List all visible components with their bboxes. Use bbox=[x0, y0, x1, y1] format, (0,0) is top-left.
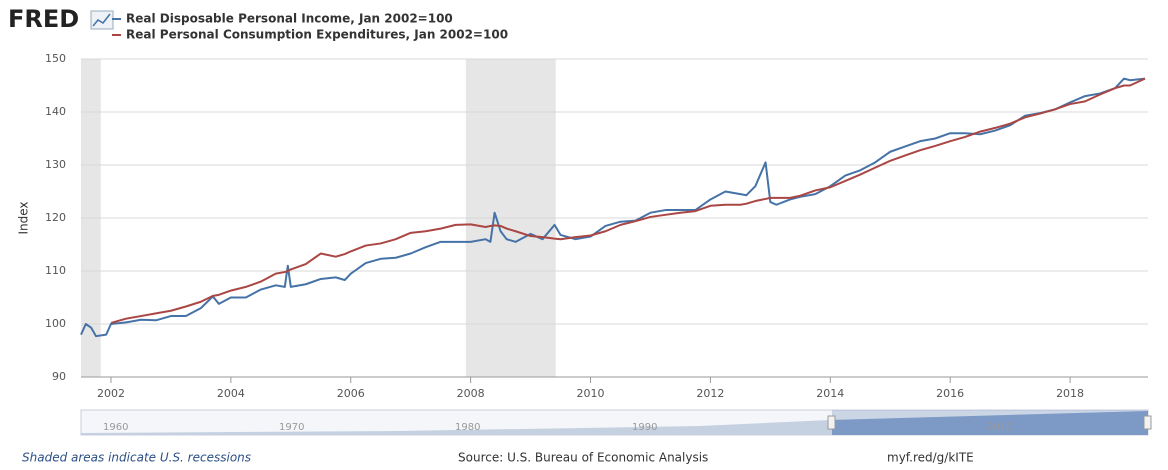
x-tick-label: 2004 bbox=[217, 387, 245, 400]
x-tick-label: 2006 bbox=[337, 387, 365, 400]
logo: FRED bbox=[8, 5, 79, 33]
series-line bbox=[110, 77, 1146, 324]
footer-link: myf.red/g/kITE bbox=[887, 451, 974, 465]
x-tick-label: 2010 bbox=[577, 387, 605, 400]
navigator-label: 1960 bbox=[103, 422, 128, 433]
footer-note: Shaded areas indicate U.S. recessions bbox=[22, 451, 251, 465]
navigator-label: 2010 bbox=[987, 422, 1012, 433]
navigator bbox=[80, 409, 1152, 436]
legend-label: Real Disposable Personal Income, Jan 200… bbox=[126, 12, 453, 26]
navigator-label: 1980 bbox=[455, 422, 480, 433]
y-tick-label: 100 bbox=[45, 317, 66, 330]
y-tick-label: 110 bbox=[45, 264, 66, 277]
y-tick-label: 150 bbox=[45, 52, 66, 65]
legend-label: Real Personal Consumption Expenditures, … bbox=[126, 28, 508, 42]
series-line bbox=[80, 77, 1146, 338]
x-tick-label: 2008 bbox=[457, 387, 485, 400]
navigator-label: 1990 bbox=[632, 422, 657, 433]
navigator-label: 1970 bbox=[279, 422, 304, 433]
navigator-labels: 1960 1970 1980 1990 2010 bbox=[103, 422, 1012, 433]
x-tick-label: 2014 bbox=[816, 387, 844, 400]
x-tick-label: 2012 bbox=[696, 387, 724, 400]
y-axis-label: Index bbox=[17, 201, 31, 234]
y-tick-label: 120 bbox=[45, 211, 66, 224]
y-tick-label: 130 bbox=[45, 158, 66, 171]
plot-area: 90 100 110 120 130 140 150 2002 2004 2006 2008 2010… bbox=[45, 52, 1148, 400]
footer-source: Source: U.S. Bureau of Economic Analysis bbox=[458, 451, 708, 465]
y-tick-label: 90 bbox=[52, 370, 66, 383]
x-tick-label: 2018 bbox=[1056, 387, 1084, 400]
x-tick-label: 2016 bbox=[936, 387, 964, 400]
logo-icon bbox=[90, 10, 114, 30]
y-tick-label: 140 bbox=[45, 105, 66, 118]
x-tick-label: 2002 bbox=[97, 387, 125, 400]
